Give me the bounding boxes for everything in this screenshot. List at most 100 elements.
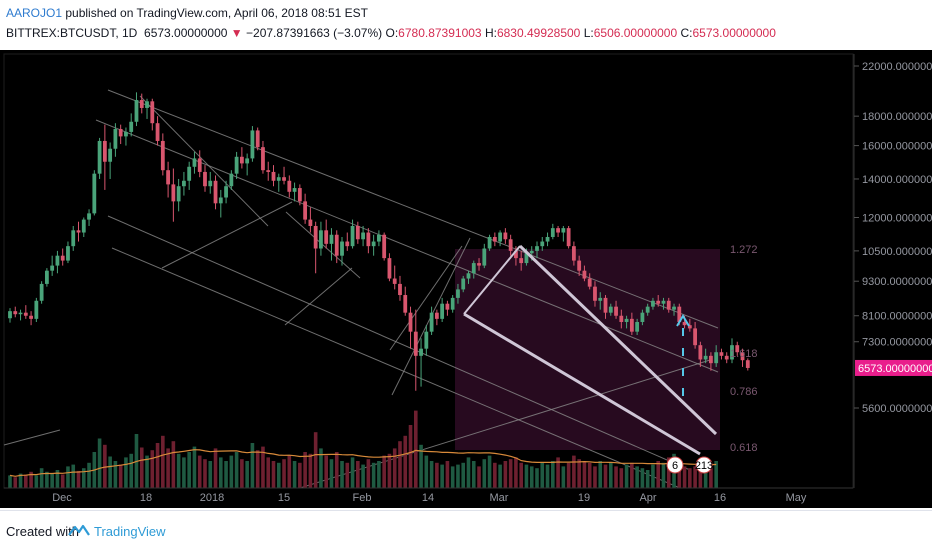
wedge-resistance-line bbox=[518, 244, 718, 436]
candle-body bbox=[139, 100, 144, 108]
volume-bar bbox=[8, 475, 12, 488]
tradingview-brand-link[interactable]: TradingView bbox=[94, 524, 166, 539]
volume-bar bbox=[498, 464, 502, 488]
time-axis[interactable]: Dec 18 2018 15 Feb 14 Mar 19 Apr 16 May bbox=[52, 492, 807, 504]
time-tick-label: May bbox=[786, 492, 807, 504]
candle-body bbox=[118, 128, 123, 137]
candle-body bbox=[213, 180, 218, 204]
volume-bar bbox=[150, 450, 155, 488]
volume-bar bbox=[255, 450, 260, 488]
volume-bar bbox=[145, 455, 149, 488]
candle-body bbox=[577, 260, 582, 271]
candle-body bbox=[60, 255, 65, 261]
candle-body bbox=[271, 171, 276, 181]
symbol-label[interactable]: BITTREX:BTCUSDT, 1D bbox=[6, 26, 138, 40]
candle-body bbox=[76, 230, 81, 233]
candle-body bbox=[361, 232, 365, 240]
fib-level-label: 1.272 bbox=[730, 244, 758, 256]
candle-body bbox=[66, 246, 70, 261]
volume-bar bbox=[408, 425, 413, 488]
candle-body bbox=[218, 197, 223, 204]
volume-bar bbox=[129, 453, 134, 488]
low-value: 6506.00000000 bbox=[593, 26, 678, 40]
publish-info: published on TradingView.com, April 06, … bbox=[62, 6, 368, 20]
low-label: L: bbox=[583, 26, 594, 40]
volume-bar bbox=[466, 457, 471, 488]
volume-bar bbox=[503, 461, 508, 488]
candle-body bbox=[456, 289, 460, 298]
candle-body bbox=[587, 278, 592, 287]
candle-body bbox=[561, 228, 566, 233]
volume-bar bbox=[529, 466, 534, 488]
candle-body bbox=[550, 228, 555, 237]
candle-body bbox=[234, 156, 239, 174]
candle-body bbox=[635, 321, 640, 332]
candle-body bbox=[398, 283, 402, 296]
candle-body bbox=[39, 283, 44, 301]
candle-body bbox=[71, 230, 76, 247]
candle-body bbox=[545, 236, 550, 242]
time-tick-label: 18 bbox=[140, 492, 152, 504]
volume-bar bbox=[545, 464, 550, 488]
candle-body bbox=[55, 255, 60, 266]
tradingview-logo-icon[interactable] bbox=[68, 523, 90, 539]
candle-body bbox=[371, 241, 376, 247]
price-axis[interactable]: 22000.00000000 18000.00000000 16000.000000… bbox=[854, 61, 932, 415]
price-tick-label: 18000.00000000 bbox=[862, 111, 932, 123]
close-value: 6573.00000000 bbox=[692, 26, 776, 40]
candle-body bbox=[693, 328, 697, 346]
event-markers[interactable]: 6 213 bbox=[666, 456, 713, 474]
volume-bar bbox=[624, 464, 629, 488]
wedge-left-line bbox=[463, 245, 521, 315]
candle-body bbox=[239, 156, 244, 164]
volume-bar bbox=[18, 473, 23, 488]
volume-bar bbox=[139, 447, 144, 488]
volume-bar bbox=[598, 461, 603, 488]
volume-bar bbox=[535, 468, 539, 488]
candle-body bbox=[745, 360, 750, 368]
volume-bar bbox=[97, 438, 102, 488]
volume-bar bbox=[176, 453, 181, 488]
volume-bar bbox=[87, 462, 91, 488]
price-change: −207.87391663 (−3.07%) bbox=[246, 26, 383, 40]
last-price-tag: 6573.00000000 bbox=[855, 359, 932, 376]
fib-level-label: 0.618 bbox=[730, 442, 758, 454]
candle-body bbox=[261, 147, 265, 171]
price-tick-label: 22000.00000000 bbox=[862, 61, 932, 73]
candle-body bbox=[366, 232, 371, 247]
last-price: 6573.00000000 bbox=[144, 26, 228, 40]
volume-bar bbox=[709, 462, 713, 488]
time-tick-label: Dec bbox=[52, 492, 72, 504]
volume-bar bbox=[651, 464, 655, 488]
candle-body bbox=[529, 250, 534, 254]
candle-body bbox=[434, 312, 439, 319]
candle-body bbox=[487, 236, 492, 249]
volume-bar bbox=[456, 464, 460, 488]
event-marker-count: 213 bbox=[695, 460, 713, 472]
candle-body bbox=[440, 303, 445, 319]
volume-bar bbox=[203, 459, 207, 488]
volume-bar bbox=[603, 464, 608, 488]
candle-body bbox=[134, 100, 139, 122]
time-tick-label: Feb bbox=[353, 492, 372, 504]
volume-bar bbox=[482, 459, 487, 488]
candle-body bbox=[682, 321, 687, 326]
volume-bar bbox=[630, 462, 634, 488]
volume-bar bbox=[113, 461, 118, 488]
volume-bar bbox=[413, 410, 418, 488]
channel-line bbox=[284, 267, 353, 326]
candle-body bbox=[334, 234, 339, 256]
author-link[interactable]: AAROJO1 bbox=[6, 6, 63, 20]
volume-bar bbox=[471, 461, 476, 488]
candle-body bbox=[514, 250, 518, 259]
price-chart[interactable]: 1.272 1.618 0.786 0.618 6 213 22000.00000000… bbox=[0, 50, 932, 508]
volume-bar bbox=[382, 455, 386, 488]
candle-body bbox=[192, 158, 197, 167]
footer-bar: Created with TradingView bbox=[0, 510, 932, 551]
volume-bar bbox=[524, 464, 529, 488]
volume-bar bbox=[276, 462, 281, 488]
candle-body bbox=[492, 236, 497, 242]
volume-ma-line bbox=[9, 449, 717, 477]
fib-level-label: 1.618 bbox=[730, 348, 758, 360]
volume-bar bbox=[208, 461, 213, 488]
